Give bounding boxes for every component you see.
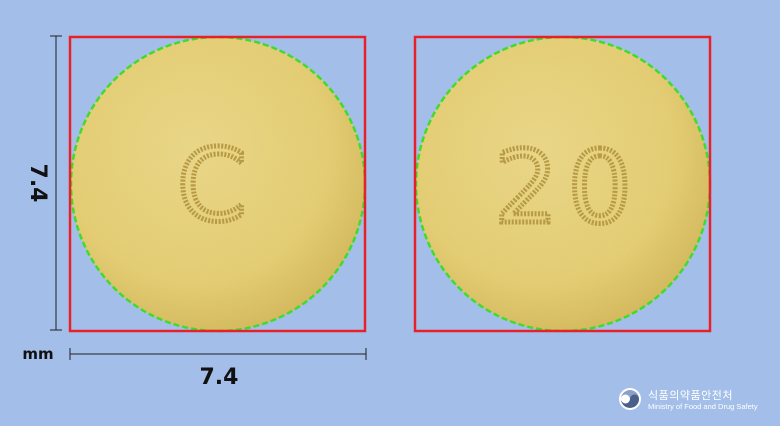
bounding-box-front (68, 35, 367, 333)
imprint-back: 20 (494, 129, 641, 246)
bounding-box-back (413, 35, 712, 333)
tablet-back: 20 (413, 35, 712, 333)
logo-korean-text: 식품의약품안전처 (648, 389, 733, 402)
width-dimension: 7.4 mm (22, 345, 367, 390)
width-label: 7.4 (200, 365, 239, 390)
imprint-front: C (177, 127, 247, 244)
tablet-front: C (68, 35, 367, 333)
logo-english-text: Ministry of Food and Drug Safety (648, 402, 758, 411)
mfds-emblem-icon (619, 388, 641, 410)
height-label: 7.4 (25, 164, 50, 203)
height-dimension: 7.4 (25, 35, 62, 331)
unit-label: mm (22, 345, 53, 363)
